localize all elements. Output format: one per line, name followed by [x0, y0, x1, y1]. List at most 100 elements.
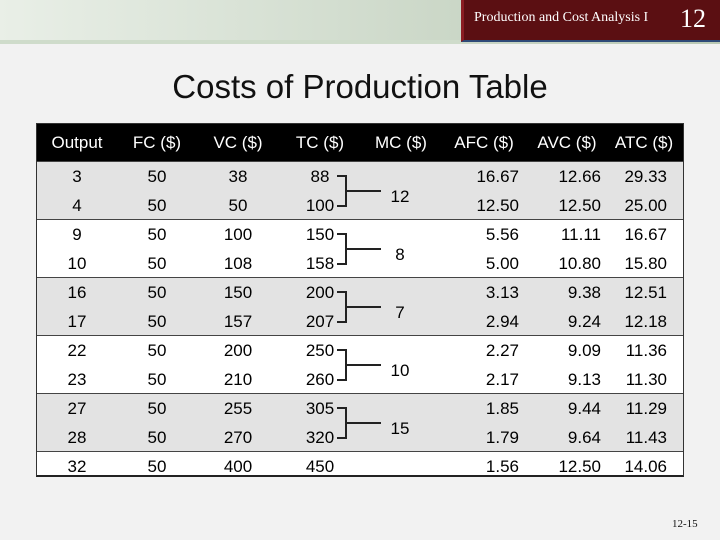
table-cell-fc: 50: [147, 341, 167, 360]
table-cell-avc: 12.50: [558, 196, 601, 215]
mc-bracket: [345, 175, 347, 207]
mc-bracket: [345, 291, 347, 323]
table-cell-afc: 12.50: [476, 196, 519, 215]
top-banner-accent: [0, 40, 462, 44]
table-cell-tc: 200: [305, 283, 335, 302]
table-cell-fc: 50: [147, 254, 167, 273]
mc-bracket: [345, 233, 347, 265]
chapter-number: 12: [680, 4, 706, 33]
table-cell-output: 4: [72, 196, 82, 215]
table-cell-tc: 305: [305, 399, 335, 418]
mc-bracket-connector: [347, 422, 381, 424]
chapter-header-box: [461, 0, 720, 42]
table-cell-output: 27: [67, 399, 87, 418]
column-header-avc: AVC ($): [537, 133, 597, 152]
table-cell-vc: 400: [223, 457, 253, 476]
table-cell-atc: 11.30: [625, 370, 667, 389]
mc-bracket-tick: [337, 349, 347, 351]
table-cell-avc: 9.24: [567, 312, 601, 331]
table-cell-atc: 15.80: [624, 254, 667, 273]
table-cell-avc: 9.44: [567, 399, 601, 418]
mc-value: 8: [395, 245, 405, 264]
table-cell-output: 16: [67, 283, 87, 302]
table-cell-atc: 25.00: [624, 196, 667, 215]
table-cell-vc: 50: [228, 196, 248, 215]
table-cell-atc: 12.51: [624, 283, 667, 302]
table-cell-tc: 450: [305, 457, 335, 476]
table-cell-afc: 2.94: [485, 312, 519, 331]
mc-bracket-connector: [347, 306, 381, 308]
column-header-vc: VC ($): [213, 133, 263, 152]
table-cell-afc: 2.17: [485, 370, 519, 389]
column-header-mc: MC ($): [375, 133, 427, 152]
table-cell-afc: 2.27: [485, 341, 519, 360]
table-cell-tc: 260: [305, 370, 335, 389]
chapter-title: Production and Cost Analysis I: [474, 10, 649, 25]
table-cell-fc: 50: [147, 196, 167, 215]
table-cell-output: 22: [67, 341, 87, 360]
table-cell-vc: 100: [223, 225, 253, 244]
table-cell-atc: 11.29: [625, 399, 667, 418]
column-header-afc: AFC ($): [454, 133, 514, 152]
table-cell-fc: 50: [147, 167, 167, 186]
table-cell-avc: 9.09: [567, 341, 601, 360]
row-band: [37, 219, 683, 278]
table-cell-vc: 150: [223, 283, 253, 302]
table-cell-vc: 255: [223, 399, 253, 418]
slide-title: Costs of Production Table: [172, 68, 548, 105]
table-cell-avc: 12.66: [558, 167, 601, 186]
mc-bracket-tick: [337, 379, 347, 381]
table-cell-vc: 210: [223, 370, 253, 389]
column-header-fc: FC ($): [132, 133, 182, 152]
mc-bracket-connector: [347, 248, 381, 250]
table-cell-tc: 100: [305, 196, 335, 215]
mc-bracket-tick: [337, 175, 347, 177]
table-cell-avc: 11.11: [560, 225, 601, 244]
row-band: [37, 335, 683, 394]
table-cell-vc: 38: [228, 167, 248, 186]
table-cell-afc: 16.67: [476, 167, 519, 186]
column-header-output: Output: [51, 133, 103, 152]
table-cell-avc: 10.80: [558, 254, 601, 273]
table-cell-tc: 88: [310, 167, 330, 186]
mc-value: 10: [390, 361, 410, 380]
table-cell-avc: 12.50: [558, 457, 601, 476]
table-cell-afc: 1.79: [485, 428, 519, 447]
table-cell-avc: 9.38: [567, 283, 601, 302]
table-cell-output: 32: [67, 457, 87, 476]
table-cell-atc: 11.43: [625, 428, 667, 447]
table-cell-fc: 50: [147, 370, 167, 389]
table-cell-fc: 50: [147, 399, 167, 418]
mc-bracket: [345, 349, 347, 381]
table-cell-fc: 50: [147, 312, 167, 331]
mc-bracket-tick: [337, 233, 347, 235]
table-cell-afc: 1.56: [485, 457, 519, 476]
mc-bracket-connector: [347, 364, 381, 366]
mc-bracket: [345, 407, 347, 439]
row-band: [37, 451, 683, 481]
table-cell-vc: 270: [223, 428, 253, 447]
table-cell-output: 28: [67, 428, 87, 447]
table-cell-avc: 9.64: [567, 428, 601, 447]
table-cell-atc: 11.36: [625, 341, 667, 360]
table-cell-afc: 1.85: [485, 399, 519, 418]
cost-table: Output FC ($) VC ($) TC ($) MC ($) AFC (…: [36, 123, 684, 477]
table-cell-tc: 158: [305, 254, 335, 273]
mc-bracket-connector: [347, 190, 381, 192]
column-header-tc: TC ($): [295, 133, 345, 152]
table-cell-afc: 3.13: [485, 283, 519, 302]
table-header-row: Output FC ($) VC ($) TC ($) MC ($) AFC (…: [37, 124, 683, 161]
table-cell-output: 23: [67, 370, 87, 389]
table-cell-atc: 16.67: [624, 225, 667, 244]
table-cell-tc: 150: [305, 225, 335, 244]
mc-value: 12: [390, 187, 410, 206]
table-cell-tc: 250: [305, 341, 335, 360]
column-header-atc: ATC ($): [614, 133, 674, 152]
table-cell-avc: 9.13: [567, 370, 601, 389]
table-cell-atc: 29.33: [624, 167, 667, 186]
page-number: 12-15: [672, 518, 698, 530]
table-cell-tc: 320: [305, 428, 335, 447]
table-cell-output: 3: [72, 167, 82, 186]
table-cell-tc: 207: [305, 312, 335, 331]
mc-value: 15: [390, 419, 410, 438]
